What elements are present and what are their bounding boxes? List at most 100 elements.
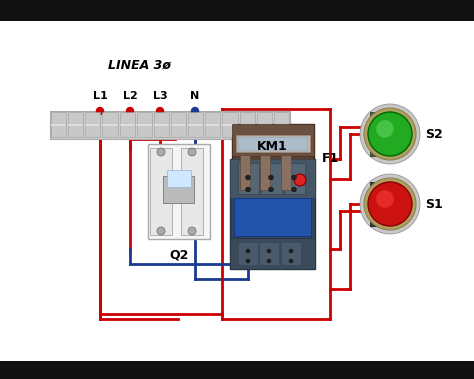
Circle shape <box>294 174 306 186</box>
Circle shape <box>246 187 250 192</box>
Bar <box>188 124 203 126</box>
Bar <box>51 124 66 126</box>
Circle shape <box>246 259 250 263</box>
Bar <box>370 112 398 130</box>
Bar <box>154 124 169 126</box>
Text: N: N <box>191 91 200 101</box>
Bar <box>234 197 311 236</box>
Circle shape <box>292 175 297 180</box>
Bar <box>238 163 259 194</box>
Bar <box>102 125 118 137</box>
Bar <box>370 182 398 200</box>
Bar <box>257 124 272 126</box>
Bar <box>205 124 220 126</box>
Bar <box>171 125 186 137</box>
Text: L2: L2 <box>123 91 137 101</box>
Bar <box>257 125 272 137</box>
Bar <box>281 155 291 190</box>
Bar <box>154 112 169 124</box>
Bar <box>171 124 186 126</box>
Circle shape <box>368 182 412 226</box>
Circle shape <box>188 148 196 156</box>
Bar <box>154 125 169 137</box>
Bar <box>261 163 282 194</box>
Bar <box>119 112 135 124</box>
Bar <box>137 112 152 124</box>
Bar <box>205 125 220 137</box>
Bar <box>119 125 135 137</box>
Bar <box>240 155 250 190</box>
Bar <box>260 155 270 190</box>
Bar <box>370 138 398 156</box>
Bar <box>166 170 191 187</box>
Bar <box>274 124 289 126</box>
Circle shape <box>376 190 394 208</box>
Circle shape <box>97 108 103 114</box>
Circle shape <box>268 175 273 180</box>
Bar <box>281 242 301 265</box>
Text: KM1: KM1 <box>256 140 287 153</box>
Circle shape <box>289 249 293 253</box>
Circle shape <box>157 148 165 156</box>
Circle shape <box>268 187 273 192</box>
Circle shape <box>267 249 271 253</box>
Circle shape <box>188 227 196 235</box>
Text: LINEA 3ø: LINEA 3ø <box>109 59 172 72</box>
Circle shape <box>364 108 416 160</box>
Bar <box>274 112 289 124</box>
Text: Q2: Q2 <box>169 249 189 262</box>
Bar <box>230 159 315 269</box>
Bar <box>119 124 135 126</box>
Bar <box>0 361 474 379</box>
Bar <box>171 112 186 124</box>
Circle shape <box>127 108 134 114</box>
Bar <box>222 124 237 126</box>
Bar <box>181 148 203 235</box>
Circle shape <box>246 175 250 180</box>
Bar <box>222 125 237 137</box>
Bar <box>284 163 305 194</box>
Bar <box>239 124 255 126</box>
Bar <box>51 112 66 124</box>
Bar <box>236 135 310 152</box>
Text: S1: S1 <box>425 197 443 210</box>
Circle shape <box>157 227 165 235</box>
Bar <box>68 124 83 126</box>
Bar <box>85 125 100 137</box>
Bar <box>150 148 172 235</box>
Circle shape <box>191 108 199 114</box>
Bar <box>232 124 314 155</box>
Circle shape <box>360 104 420 164</box>
Circle shape <box>368 112 412 156</box>
Bar <box>238 242 258 265</box>
Bar <box>238 136 308 150</box>
Bar <box>85 124 100 126</box>
Bar <box>68 125 83 137</box>
Bar <box>50 111 290 139</box>
Bar <box>102 112 118 124</box>
Text: L1: L1 <box>92 91 108 101</box>
Bar <box>232 124 314 194</box>
Bar <box>230 159 315 197</box>
Bar <box>102 124 118 126</box>
Bar <box>239 112 255 124</box>
Circle shape <box>156 108 164 114</box>
Bar <box>51 125 66 137</box>
Bar <box>274 125 289 137</box>
Circle shape <box>289 259 293 263</box>
Bar <box>164 176 194 203</box>
Circle shape <box>360 174 420 234</box>
Text: S2: S2 <box>425 127 443 141</box>
Bar <box>0 0 474 21</box>
Circle shape <box>376 120 394 138</box>
Bar <box>68 112 83 124</box>
Bar <box>148 144 210 239</box>
Circle shape <box>246 249 250 253</box>
Bar <box>230 238 315 269</box>
Bar <box>137 124 152 126</box>
Bar <box>222 112 237 124</box>
Bar <box>205 112 220 124</box>
Bar <box>370 208 398 226</box>
Bar <box>85 112 100 124</box>
Text: F1: F1 <box>322 152 339 166</box>
